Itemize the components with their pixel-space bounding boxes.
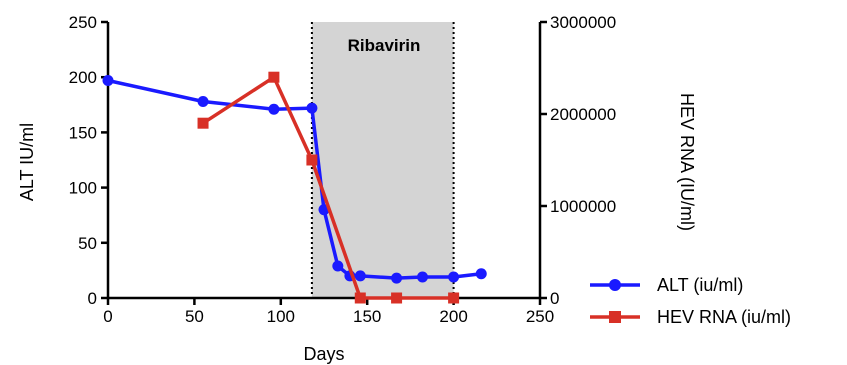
data-point (197, 117, 209, 129)
shaded-region (310, 22, 455, 298)
y-left-tick-label: 250 (69, 13, 97, 32)
data-point (332, 260, 344, 272)
data-point (306, 102, 318, 114)
data-point (268, 103, 280, 115)
legend-item: HEV RNA (iu/ml) (590, 307, 791, 327)
x-axis-title: Days (303, 344, 344, 364)
data-point (448, 292, 460, 304)
data-point (306, 154, 318, 166)
x-tick-label: 250 (526, 307, 554, 326)
data-point (448, 271, 460, 283)
data-point (268, 71, 280, 83)
data-point (391, 272, 403, 284)
data-point (391, 292, 403, 304)
data-point (416, 271, 428, 283)
series-2 (197, 71, 460, 304)
ribavirin-shade (311, 22, 454, 298)
y-right-tick-label: 3000000 (550, 13, 616, 32)
x-tick-label: 150 (353, 307, 381, 326)
ribavirin-label: Ribavirin (348, 36, 421, 55)
legend-marker (609, 311, 621, 323)
x-tick-label: 0 (103, 307, 112, 326)
series-1 (102, 75, 487, 284)
y-axis-right-title: HEV RNA (IU/ml) (677, 93, 697, 231)
y-axis-left-title: ALT IU/ml (17, 123, 37, 201)
legend-label: ALT (iu/ml) (657, 275, 743, 295)
y-right-tick-label: 0 (550, 289, 559, 308)
axes: 0 50 100 150 200 2500501001502002500100000020… (69, 13, 617, 326)
y-left-tick-label: 150 (69, 123, 97, 142)
data-point (102, 75, 114, 87)
y-left-tick-label: 0 (88, 289, 97, 308)
y-left-tick-label: 200 (69, 68, 97, 87)
y-right-tick-label: 2000000 (550, 105, 616, 124)
x-tick-label: 200 (439, 307, 467, 326)
x-tick-label: 100 (267, 307, 295, 326)
y-right-tick-label: 1000000 (550, 197, 616, 216)
data-point (354, 270, 366, 282)
data-point (475, 268, 487, 280)
legend-marker (609, 279, 621, 291)
y-left-tick-label: 50 (78, 234, 97, 253)
data-point (354, 292, 366, 304)
y-left-tick-label: 100 (69, 179, 97, 198)
legend: ALT (iu/ml) HEV RNA (iu/ml) (590, 275, 791, 327)
legend-item: ALT (iu/ml) (590, 275, 743, 295)
data-point (197, 95, 209, 107)
legend-label: HEV RNA (iu/ml) (657, 307, 791, 327)
series (102, 71, 487, 304)
series-line (202, 75, 454, 300)
x-tick-label: 50 (185, 307, 204, 326)
